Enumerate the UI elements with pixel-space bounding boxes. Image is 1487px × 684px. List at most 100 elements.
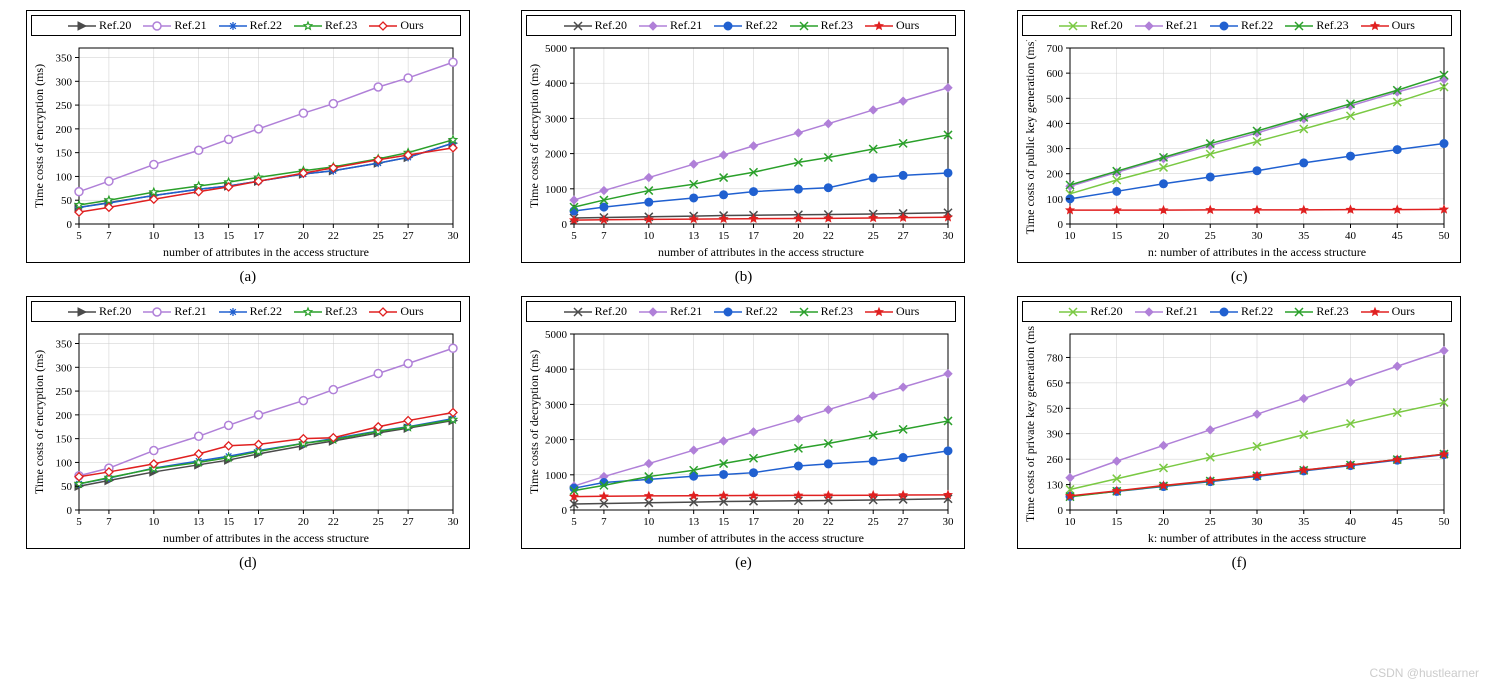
series-marker-ref21 xyxy=(404,359,412,367)
series-line-ours_s xyxy=(574,495,948,497)
xtick-label: 27 xyxy=(402,516,414,528)
ytick-label: 300 xyxy=(1047,144,1064,156)
xtick-label: 20 xyxy=(793,516,805,528)
ytick-label: 1000 xyxy=(545,470,568,482)
series-line-ours xyxy=(79,148,453,212)
series-marker-ref22c xyxy=(900,454,908,462)
series-marker-ours_s xyxy=(1300,206,1308,213)
panel-caption: (b) xyxy=(735,269,753,286)
ytick-label: 100 xyxy=(55,457,72,469)
xtick-label: 45 xyxy=(1392,516,1404,528)
legend-item-ours_s: Ours xyxy=(865,18,919,33)
legend-label: Ref.21 xyxy=(670,304,702,319)
panel-c: Ref.20 Ref.21 Ref.22 Ref.23 Ours10152025… xyxy=(1001,10,1477,286)
series-marker-ref21d xyxy=(570,196,578,204)
xtick-label: 5 xyxy=(572,516,578,528)
series-marker-ref21 xyxy=(329,100,337,108)
xtick-label: 10 xyxy=(644,230,656,242)
xtick-label: 22 xyxy=(328,230,339,242)
watermark: CSDN @hustlearner xyxy=(1369,666,1479,680)
legend-item-ours: Ours xyxy=(369,304,423,319)
legend-label: Ref.23 xyxy=(325,18,357,33)
ylabel: Time costs of encryption (ms) xyxy=(32,350,46,494)
series-marker-ref22c xyxy=(1206,173,1214,181)
series-marker-ours_s xyxy=(645,492,653,499)
chart-legend: Ref.20 Ref.21 Ref.22 Ref.23 Ours xyxy=(526,301,956,322)
series-marker-ref21 xyxy=(150,447,158,455)
chart-svg: 1015202530354045500100200300400500600700… xyxy=(1022,40,1452,260)
series-marker-ref22c xyxy=(690,194,698,202)
series-marker-ref22c xyxy=(570,207,578,215)
legend-label: Ref.21 xyxy=(1166,304,1198,319)
chart-svg: 1015202530354045500130260390520650780k: … xyxy=(1022,326,1452,546)
series-marker-ref21d xyxy=(720,437,728,445)
legend-item-ours_s: Ours xyxy=(1361,304,1415,319)
xtick-label: 30 xyxy=(447,516,459,528)
series-line-ref23 xyxy=(79,420,453,484)
panel-d: Ref.20 Ref.21 Ref.22 Ref.23 Ours57101315… xyxy=(10,296,486,572)
series-marker-ref22c xyxy=(870,457,878,465)
legend-item-ref21d: Ref.21 xyxy=(1135,304,1198,319)
legend-label: Ref.22 xyxy=(250,304,282,319)
series-line-ours xyxy=(79,412,453,476)
series-marker-ours xyxy=(224,442,232,450)
ytick-label: 390 xyxy=(1047,429,1064,441)
ytick-label: 150 xyxy=(55,434,72,446)
legend-label: Ref.20 xyxy=(99,304,131,319)
series-marker-ref21d xyxy=(690,446,698,454)
series-marker-ref21 xyxy=(299,397,307,405)
series-marker-ref21d xyxy=(750,142,758,150)
xtick-label: 30 xyxy=(943,230,955,242)
series-marker-ref21 xyxy=(224,421,232,429)
series-marker-ref22c xyxy=(1347,152,1355,160)
series-marker-ours_s xyxy=(1113,206,1121,213)
xtick-label: 15 xyxy=(1111,516,1123,528)
legend-label: Ref.22 xyxy=(1241,18,1273,33)
series-marker-ref22c xyxy=(825,184,833,192)
series-marker-ref21d xyxy=(825,406,833,414)
series-marker-ref21d xyxy=(1393,362,1401,370)
series-marker-ref21 xyxy=(299,109,307,117)
series-marker-ref23 xyxy=(449,136,457,143)
legend-item-ours_s: Ours xyxy=(1361,18,1415,33)
legend-label: Ref.21 xyxy=(174,18,206,33)
xtick-label: 20 xyxy=(298,230,310,242)
legend-label: Ref.23 xyxy=(821,304,853,319)
xtick-label: 10 xyxy=(1065,230,1077,242)
ytick-label: 3000 xyxy=(545,399,568,411)
chart-box: Ref.20 Ref.21 Ref.22 Ref.23 Ours57101315… xyxy=(26,10,470,263)
xtick-label: 7 xyxy=(106,516,112,528)
xtick-label: 25 xyxy=(373,516,385,528)
series-marker-ref21 xyxy=(105,177,113,185)
xtick-label: 17 xyxy=(749,516,761,528)
legend-item-ours_s: Ours xyxy=(865,304,919,319)
series-marker-ours_s xyxy=(1347,206,1355,213)
xtick-label: 25 xyxy=(868,516,880,528)
xtick-label: 25 xyxy=(868,230,880,242)
legend-item-ref23g: Ref.23 xyxy=(790,304,853,319)
xtick-label: 7 xyxy=(106,230,112,242)
legend-label: Ref.21 xyxy=(174,304,206,319)
ytick-label: 5000 xyxy=(545,43,568,55)
series-marker-ref22c xyxy=(750,469,758,477)
ytick-label: 5000 xyxy=(545,329,568,341)
series-line-ref23g xyxy=(574,421,948,491)
ytick-label: 780 xyxy=(1047,352,1064,364)
xtick-label: 30 xyxy=(447,230,459,242)
series-marker-ref21d xyxy=(1113,457,1121,465)
xtick-label: 5 xyxy=(572,230,578,242)
series-marker-ref21d xyxy=(645,460,653,468)
ytick-label: 200 xyxy=(1047,169,1064,181)
series-marker-ours_s xyxy=(571,216,579,223)
series-marker-ref22c xyxy=(900,171,908,179)
series-marker-ref23 xyxy=(105,196,113,203)
ytick-label: 0 xyxy=(562,505,568,517)
legend-label: Ref.23 xyxy=(1316,18,1348,33)
legend-item-ref23g: Ref.23 xyxy=(1285,18,1348,33)
legend-label: Ref.20 xyxy=(1090,18,1122,33)
xtick-label: 10 xyxy=(644,516,656,528)
xtick-label: 13 xyxy=(193,516,205,528)
ytick-label: 0 xyxy=(562,219,568,231)
series-marker-ref23 xyxy=(150,188,158,195)
series-marker-ref21d xyxy=(1253,410,1261,418)
